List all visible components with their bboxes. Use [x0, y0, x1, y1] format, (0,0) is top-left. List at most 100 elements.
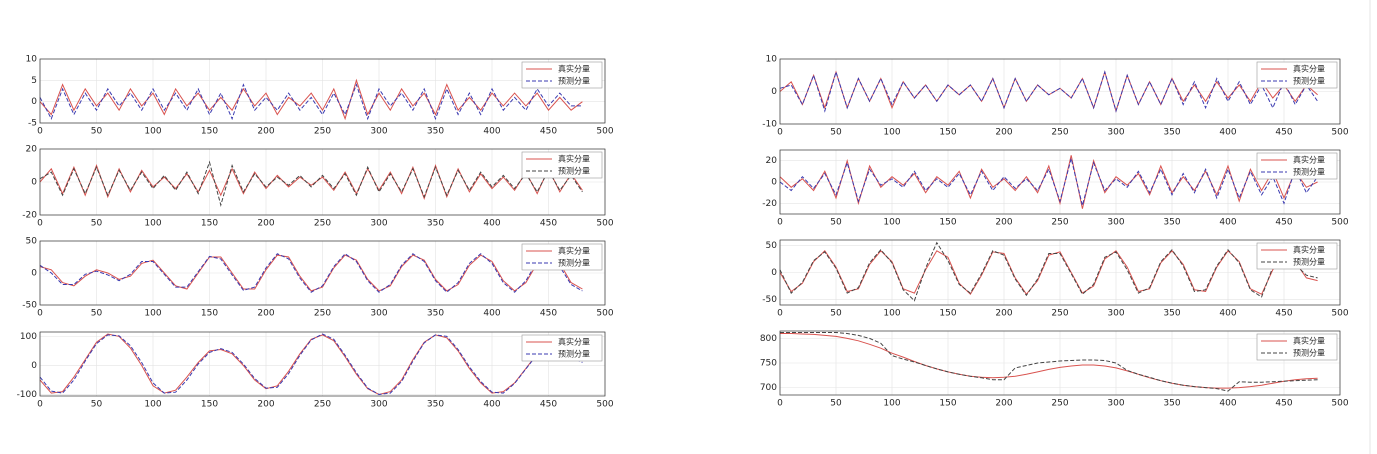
x-tick-label: 450 — [1275, 399, 1292, 409]
series-line — [780, 332, 1318, 392]
x-tick-label: 300 — [1107, 128, 1124, 138]
x-tick-label: 450 — [540, 127, 557, 137]
x-tick-label: 450 — [1275, 309, 1292, 319]
x-tick-label: 50 — [830, 309, 842, 319]
axes-frame — [779, 239, 1341, 306]
x-tick-label: 450 — [540, 309, 557, 319]
x-tick-label: 150 — [201, 127, 218, 137]
x-tick-label: 150 — [939, 309, 956, 319]
x-tick-label: 150 — [939, 218, 956, 228]
x-tick-label: 0 — [37, 219, 43, 229]
x-tick-label: 200 — [995, 128, 1012, 138]
legend-label: 真实分量 — [558, 246, 590, 256]
x-tick-label: 300 — [370, 400, 387, 410]
x-tick-label: 200 — [257, 400, 274, 410]
series-line — [779, 70, 1319, 113]
x-tick-label: 50 — [91, 309, 103, 319]
x-tick-label: 400 — [1219, 399, 1236, 409]
y-tick-label: 750 — [760, 359, 777, 369]
x-tick-label: 250 — [1051, 128, 1068, 138]
legend-label: 真实分量 — [1293, 64, 1325, 74]
y-tick-label: 0 — [31, 361, 37, 371]
x-tick-label: 450 — [540, 400, 557, 410]
y-tick-label: 5 — [31, 76, 37, 86]
y-tick-label: -50 — [22, 301, 37, 311]
x-tick-label: 150 — [201, 219, 218, 229]
legend-label: 预测分量 — [558, 258, 590, 268]
y-tick-label: 100 — [20, 332, 37, 342]
x-tick-label: 200 — [995, 309, 1012, 319]
x-tick-label: 500 — [596, 127, 613, 137]
x-tick-label: 150 — [939, 399, 956, 409]
y-tick-label: 20 — [766, 156, 778, 166]
x-tick-label: 500 — [596, 400, 613, 410]
x-tick-label: 350 — [1163, 399, 1180, 409]
y-tick-label: 0 — [771, 87, 777, 97]
series-line — [39, 333, 583, 396]
x-tick-label: 300 — [370, 309, 387, 319]
x-tick-label: 0 — [777, 128, 783, 138]
x-tick-label: 100 — [883, 218, 900, 228]
series-line — [39, 163, 583, 201]
x-tick-label: 250 — [314, 219, 331, 229]
x-tick-label: 350 — [1163, 128, 1180, 138]
legend-label: 预测分量 — [558, 76, 590, 86]
x-tick-label: 400 — [483, 309, 500, 319]
y-tick-label: -20 — [762, 199, 777, 209]
series-line — [779, 158, 1319, 206]
x-tick-label: 250 — [314, 127, 331, 137]
legend-label: 真实分量 — [1293, 336, 1325, 346]
x-tick-label: 100 — [144, 400, 161, 410]
y-tick-label: 0 — [31, 97, 37, 107]
legend-box — [1256, 333, 1338, 361]
axes-frame — [39, 240, 606, 306]
x-tick-label: 450 — [1275, 128, 1292, 138]
series-line — [779, 250, 1318, 296]
legend-label: 真实分量 — [558, 64, 590, 74]
y-tick-label: -50 — [762, 295, 777, 305]
x-tick-label: 250 — [314, 400, 331, 410]
x-tick-label: 200 — [257, 309, 274, 319]
y-tick-label: -20 — [22, 211, 37, 221]
legend-label: 预测分量 — [558, 166, 590, 176]
legend-box — [1256, 61, 1338, 89]
x-tick-label: 150 — [201, 309, 218, 319]
x-tick-label: 250 — [1051, 218, 1068, 228]
x-tick-label: 200 — [257, 127, 274, 137]
x-tick-label: 200 — [257, 219, 274, 229]
x-tick-label: 350 — [1163, 309, 1180, 319]
x-tick-label: 400 — [1219, 128, 1236, 138]
x-tick-label: 0 — [777, 218, 783, 228]
axes-frame — [39, 58, 606, 124]
x-tick-label: 300 — [1107, 218, 1124, 228]
x-tick-label: 50 — [830, 399, 842, 409]
legend-box — [521, 243, 603, 271]
series-line — [39, 78, 583, 121]
x-tick-label: 350 — [1163, 218, 1180, 228]
x-tick-label: 250 — [314, 309, 331, 319]
x-tick-label: 200 — [995, 218, 1012, 228]
x-tick-label: 400 — [483, 127, 500, 137]
legend-box — [521, 334, 603, 362]
x-tick-label: 100 — [883, 399, 900, 409]
axes-frame — [779, 330, 1341, 396]
x-tick-label: 100 — [144, 127, 161, 137]
x-tick-label: 300 — [370, 127, 387, 137]
y-tick-label: 0 — [771, 178, 777, 188]
legend-label: 预测分量 — [558, 349, 590, 359]
x-tick-label: 50 — [91, 219, 103, 229]
x-tick-label: 100 — [883, 128, 900, 138]
series-line — [39, 83, 583, 121]
x-tick-label: 0 — [37, 127, 43, 137]
series-line — [39, 333, 583, 396]
series-line — [39, 254, 583, 292]
series-line — [779, 155, 1318, 209]
x-tick-label: 400 — [1219, 218, 1236, 228]
x-tick-label: 50 — [830, 218, 842, 228]
y-tick-label: 800 — [760, 334, 777, 344]
series-line — [780, 333, 1318, 389]
legend-label: 预测分量 — [1293, 76, 1325, 86]
x-tick-label: 150 — [201, 400, 218, 410]
x-tick-label: 450 — [1275, 218, 1292, 228]
y-tick-label: 700 — [760, 383, 777, 393]
